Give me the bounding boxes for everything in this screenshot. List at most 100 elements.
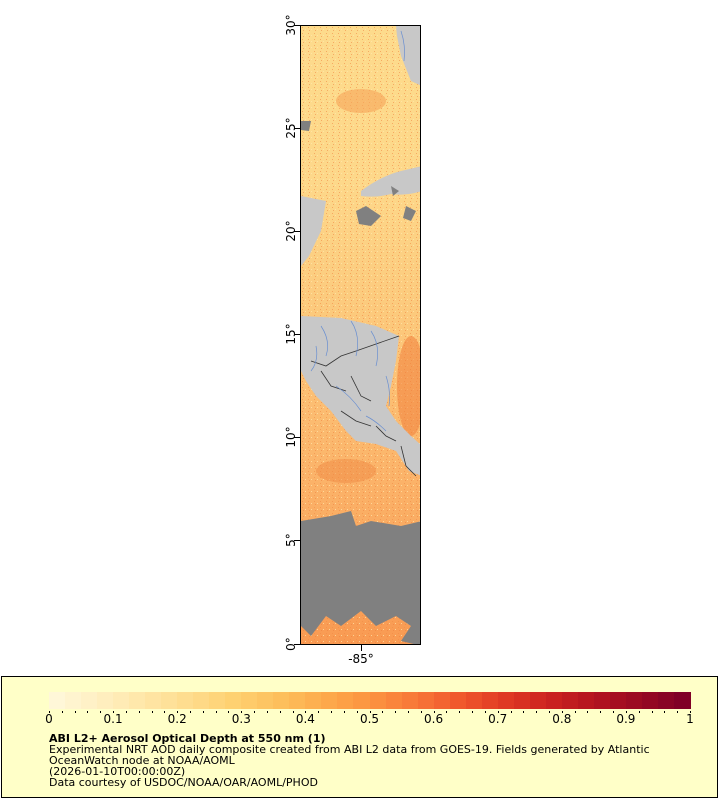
colorbar-tick-mark xyxy=(125,711,127,713)
colorbar-swatch xyxy=(417,692,435,709)
lat-tick xyxy=(294,25,300,26)
lat-label-10: 10° xyxy=(284,426,298,448)
colorbar-swatch xyxy=(449,692,467,709)
colorbar-tick-mark xyxy=(625,711,627,713)
legend-description: Experimental NRT AOD daily composite cre… xyxy=(49,743,650,767)
lat-tick xyxy=(294,644,300,645)
colorbar-swatch xyxy=(129,692,147,709)
colorbar-swatch xyxy=(321,692,339,709)
colorbar-swatch xyxy=(273,692,291,709)
colorbar-tick-mark xyxy=(331,711,333,713)
colorbar-tick-mark xyxy=(279,711,281,713)
colorbar-swatch xyxy=(545,692,563,709)
colorbar-tick-mark xyxy=(164,711,166,713)
colorbar-tick-label: 0.9 xyxy=(616,712,636,726)
colorbar-tick-mark xyxy=(100,711,102,713)
colorbar-tick-label: 0.4 xyxy=(295,712,315,726)
colorbar-tick-mark xyxy=(472,711,474,713)
colorbar-tick-mark xyxy=(254,711,256,713)
colorbar-tick-mark xyxy=(241,711,243,713)
legend-text: ABI L2+ Aerosol Optical Depth at 550 nm … xyxy=(49,733,709,788)
colorbar-tick-label: 0.3 xyxy=(231,712,251,726)
legend-timestamp: (2026-01-10T00:00:00Z) xyxy=(49,765,186,778)
lon-label-85w: -85° xyxy=(348,652,374,666)
colorbar-tick-mark xyxy=(215,711,217,713)
colorbar-swatch xyxy=(257,692,275,709)
colorbar-swatch xyxy=(49,692,66,709)
colorbar-tick-label: 0.8 xyxy=(552,712,572,726)
colorbar-tick-mark xyxy=(343,711,345,713)
colorbar-swatch xyxy=(385,692,403,709)
colorbar-tick-mark xyxy=(190,711,192,713)
colorbar-swatch xyxy=(529,692,547,709)
colorbar-swatch xyxy=(481,692,499,709)
lat-tick xyxy=(294,437,300,438)
colorbar-swatch xyxy=(353,692,371,709)
colorbar-tick-mark xyxy=(613,711,615,713)
colorbar-tick-mark xyxy=(318,711,320,713)
colorbar-tick-mark xyxy=(690,711,691,713)
legend-title: ABI L2+ Aerosol Optical Depth at 550 nm … xyxy=(49,732,326,745)
colorbar-tick-mark xyxy=(536,711,538,713)
colorbar-tick-mark xyxy=(151,711,153,713)
colorbar-tick-mark xyxy=(446,711,448,713)
lon-tick xyxy=(361,645,362,651)
colorbar-swatch xyxy=(65,692,83,709)
colorbar-swatch xyxy=(593,692,611,709)
colorbar-tick-mark xyxy=(49,711,50,713)
colorbar-swatch xyxy=(225,692,243,709)
colorbar-tick-mark xyxy=(87,711,89,713)
colorbar-tick-mark xyxy=(548,711,550,713)
lat-tick xyxy=(294,128,300,129)
colorbar xyxy=(49,692,691,709)
colorbar-swatch xyxy=(97,692,115,709)
colorbar-tick-label: 0.7 xyxy=(488,712,508,726)
colorbar-swatch xyxy=(577,692,595,709)
colorbar-tick-mark xyxy=(138,711,140,713)
colorbar-tick-mark xyxy=(664,711,666,713)
colorbar-tick-label: 0.2 xyxy=(167,712,187,726)
colorbar-tick-mark xyxy=(74,711,76,713)
colorbar-swatch xyxy=(113,692,131,709)
colorbar-tick-mark xyxy=(305,711,307,713)
colorbar-tick-mark xyxy=(202,711,204,713)
colorbar-tick-mark xyxy=(574,711,576,713)
colorbar-tick-mark xyxy=(497,711,499,713)
colorbar-swatch xyxy=(641,692,659,709)
colorbar-tick-label: 1 xyxy=(686,712,694,726)
colorbar-tick-label: 0.5 xyxy=(359,712,380,726)
colorbar-tick-mark xyxy=(113,711,115,713)
land-cuba xyxy=(361,166,420,197)
colorbar-swatch xyxy=(289,692,307,709)
lat-label-20: 20° xyxy=(284,220,298,242)
colorbar-tick-mark xyxy=(638,711,640,713)
colorbar-swatch xyxy=(625,692,643,709)
country-borders xyxy=(310,335,417,477)
colorbar-tick-mark xyxy=(600,711,602,713)
colorbar-tick-mark xyxy=(677,711,679,713)
colorbar-swatch xyxy=(513,692,531,709)
colorbar-swatch xyxy=(305,692,323,709)
colorbar-tick-mark xyxy=(228,711,230,713)
lat-label-15: 15° xyxy=(284,323,298,345)
map-plot-area xyxy=(300,25,421,645)
colorbar-tick-mark xyxy=(420,711,422,713)
colorbar-swatch xyxy=(433,692,451,709)
legend-credit: Data courtesy of USDOC/NOAA/OAR/AOML/PHO… xyxy=(49,776,318,789)
colorbar-tick-mark xyxy=(510,711,512,713)
colorbar-tick-label: 0 xyxy=(45,712,53,726)
colorbar-tick-mark xyxy=(484,711,486,713)
colorbar-tick-label: 0.1 xyxy=(103,712,123,726)
colorbar-swatch xyxy=(161,692,179,709)
colorbar-swatch xyxy=(465,692,483,709)
lat-tick xyxy=(294,540,300,541)
colorbar-swatch xyxy=(81,692,99,709)
colorbar-tick-mark xyxy=(177,711,179,713)
colorbar-tick-mark xyxy=(369,711,371,713)
colorbar-swatch xyxy=(177,692,195,709)
colorbar-swatch xyxy=(673,692,691,709)
colorbar-tick-mark xyxy=(395,711,397,713)
colorbar-tick-mark xyxy=(433,711,435,713)
colorbar-swatch xyxy=(609,692,627,709)
